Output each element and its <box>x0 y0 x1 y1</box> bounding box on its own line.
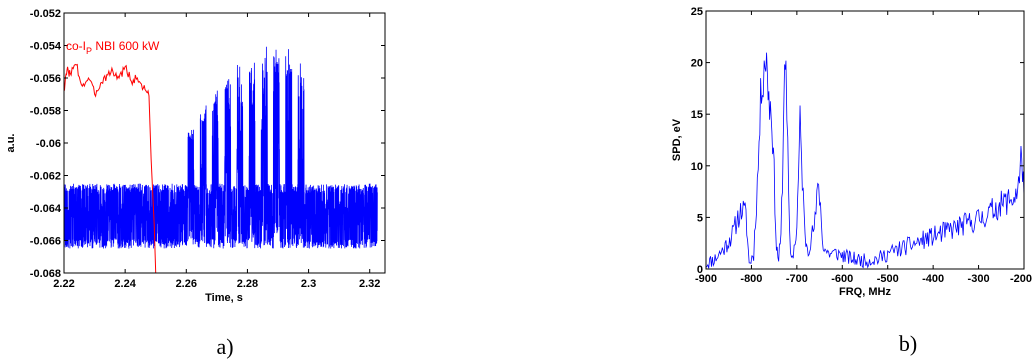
y-tick-label-b: 15 <box>691 109 703 121</box>
y-tick-label-b: 5 <box>697 212 703 224</box>
series-spectrum <box>705 52 1025 269</box>
y-tick-label-a: -0.054 <box>30 41 62 53</box>
series-layer-b <box>705 52 1025 269</box>
y-tick-label-a: -0.052 <box>30 8 61 20</box>
x-tick-label-a: 2.32 <box>359 278 380 290</box>
x-tick-label-a: 2.22 <box>53 278 74 290</box>
y-tick-label-a: -0.068 <box>30 268 61 280</box>
x-tick-label-a: 2.3 <box>301 278 316 290</box>
x-tick-label-a: 2.24 <box>114 278 136 290</box>
x-tick-label-b: -500 <box>877 273 899 285</box>
series-blue-signal <box>63 46 378 249</box>
nbi-annotation: co-IP NBI 600 kW <box>66 39 160 56</box>
x-tick-label-a: 2.28 <box>237 278 258 290</box>
y-tick-label-b: 25 <box>691 6 703 18</box>
y-tick-label-a: -0.058 <box>30 106 61 118</box>
y-tick-label-a: -0.064 <box>30 203 62 215</box>
x-axis-label-a: Time, s <box>205 292 243 304</box>
plot-frame-b <box>705 10 1025 270</box>
y-tick-label-b: 10 <box>691 161 703 173</box>
y-axis-label-b: SPD, eV <box>671 118 683 161</box>
x-tick-label-b: -700 <box>786 273 808 285</box>
y-axis-label-a: a.u. <box>5 134 17 153</box>
y-tick-label-b: 20 <box>691 58 703 70</box>
chart-panel-a: 2.22 2.24 2.26 2.28 2.3 2.32 -0.052 -0.054 -0.05… <box>5 8 386 359</box>
chart-panel-b: -900 -800 -700 -600 -500 -400 -300 -200 0 5 10 15 20… <box>671 6 1032 356</box>
ticks-a: 2.22 2.24 2.26 2.28 2.3 2.32 -0.052 -0.054 -0.05… <box>30 8 385 290</box>
panel-label-a: a) <box>216 334 233 359</box>
x-tick-label-b: -200 <box>1010 273 1032 285</box>
y-tick-label-a: -0.056 <box>30 73 61 85</box>
y-tick-label-a: -0.06 <box>36 138 61 150</box>
y-tick-label-a: -0.066 <box>30 236 61 248</box>
x-tick-label-a: 2.26 <box>176 278 197 290</box>
y-tick-label-a: -0.062 <box>30 171 61 183</box>
y-tick-label-b: 0 <box>697 264 703 276</box>
x-tick-label-b: -400 <box>922 273 944 285</box>
x-axis-label-b: FRQ, MHz <box>839 286 891 298</box>
ticks-b: -900 -800 -700 -600 -500 -400 -300 -200 0 5 10 15 20… <box>691 6 1032 285</box>
x-tick-label-b: -300 <box>968 273 990 285</box>
x-tick-label-b: -600 <box>831 273 853 285</box>
x-tick-label-b: -900 <box>695 273 717 285</box>
series-layer-a <box>63 46 385 274</box>
panel-label-b: b) <box>899 331 917 356</box>
series-red-nbi <box>63 63 385 274</box>
x-tick-label-b: -800 <box>740 273 762 285</box>
